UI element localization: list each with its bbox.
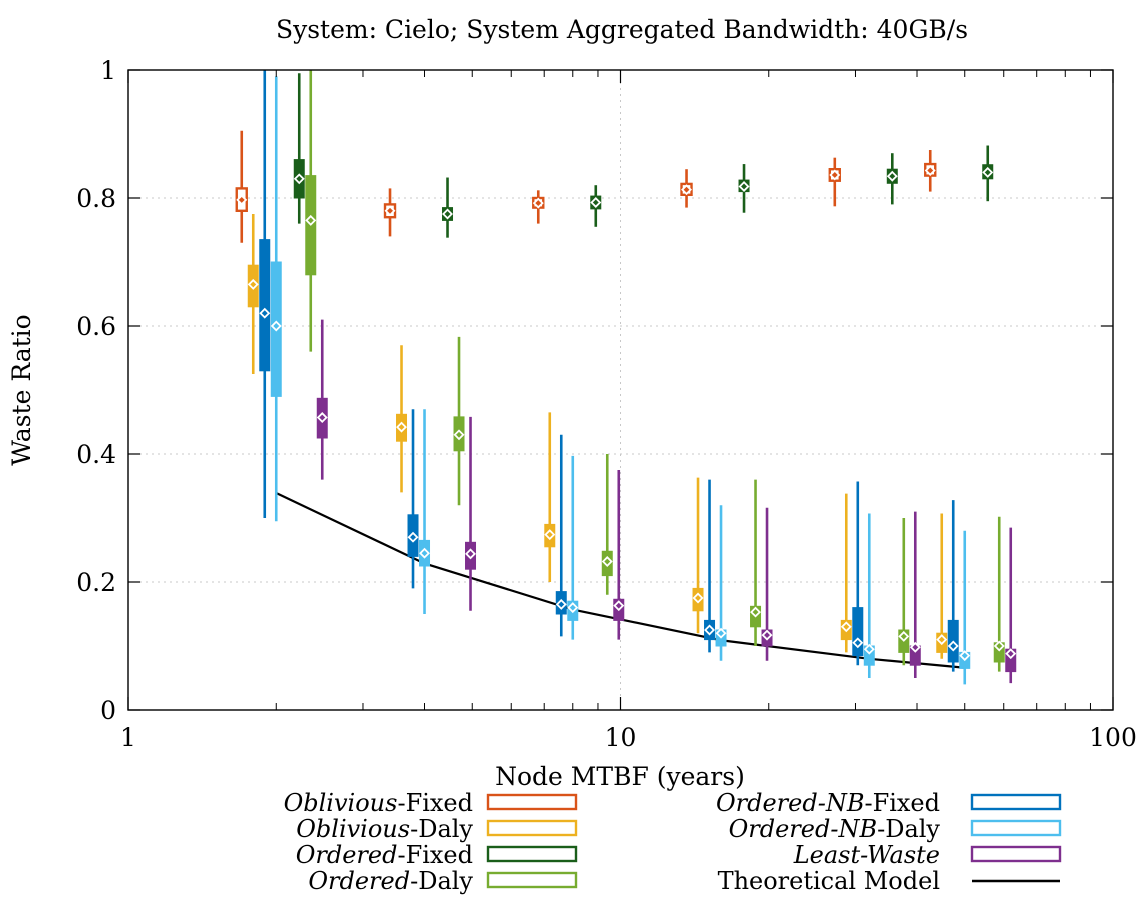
mean-marker <box>924 165 936 176</box>
mean-marker <box>316 412 328 423</box>
legend-label: Oblivious-Fixed <box>284 789 473 817</box>
legend-label-italic: Ordered-NB <box>729 815 878 843</box>
legend-label: Ordered-NB-Daly <box>729 815 941 843</box>
mean-marker <box>704 624 716 636</box>
legend-swatch <box>970 819 1062 837</box>
legend-label-italic: Oblivious <box>296 815 410 843</box>
mean-marker <box>982 166 994 178</box>
mean-marker <box>761 629 773 641</box>
mean-marker <box>840 621 852 633</box>
legend-swatch <box>486 845 578 863</box>
mean-marker <box>567 602 579 614</box>
theoretical-model-layer <box>275 492 965 669</box>
mean-marker <box>692 592 704 604</box>
mean-marker <box>1005 648 1017 660</box>
series-oblivious-daly <box>247 214 948 659</box>
legend-swatch <box>486 793 578 811</box>
legend-swatch <box>486 871 578 889</box>
legend-label-suffix: -Fixed <box>864 789 940 817</box>
mean-marker <box>613 600 625 612</box>
mean-marker <box>259 307 271 319</box>
box <box>852 607 864 657</box>
grid-lines <box>128 70 1113 710</box>
mean-marker <box>681 184 693 196</box>
mean-marker <box>750 606 762 618</box>
mean-marker <box>993 640 1005 652</box>
axis-ticks: 0 0.2 0.4 0.6 0.8 1 1 10 100 <box>76 56 1137 752</box>
series-oblivious-fixed <box>235 130 937 243</box>
y-tick-label: 1 <box>100 56 116 85</box>
mean-marker <box>544 529 556 541</box>
mean-marker <box>601 556 613 567</box>
y-tick-label: 0 <box>100 696 116 725</box>
x-axis-label: Node MTBF (years) <box>495 762 745 791</box>
mean-marker <box>863 643 875 655</box>
mean-marker <box>247 278 259 290</box>
mean-marker <box>305 214 317 226</box>
mean-marker <box>738 181 750 192</box>
legend-swatch <box>486 819 578 837</box>
mean-marker <box>555 598 567 610</box>
mean-marker <box>396 421 407 433</box>
mean-marker <box>886 170 898 182</box>
x-tick-label: 1 <box>120 723 136 752</box>
legend: Oblivious-FixedOblivious-DalyOrdered-Fix… <box>284 789 1062 895</box>
legend-label-suffix: Theoretical Model <box>718 867 940 895</box>
series-ordered-daly <box>305 70 1005 672</box>
legend-label-italic: Ordered <box>308 867 410 895</box>
mean-marker <box>236 194 248 206</box>
legend-label-suffix: -Fixed <box>397 789 473 817</box>
mean-marker <box>442 208 453 220</box>
mean-marker <box>852 637 864 649</box>
legend-label-suffix: -Daly <box>410 867 473 895</box>
legend-label: Ordered-Daly <box>308 867 473 895</box>
mean-marker <box>293 173 305 185</box>
legend-label: Least-Waste <box>793 841 940 869</box>
mean-marker <box>532 197 544 209</box>
series-least-waste <box>316 319 1017 684</box>
mean-marker <box>909 641 921 653</box>
series-ordered-nb-fixed <box>259 70 959 672</box>
mean-marker <box>407 531 419 543</box>
y-tick-label: 0.8 <box>76 184 116 213</box>
legend-label-suffix: -Daly <box>877 815 940 843</box>
mean-marker <box>715 627 727 639</box>
y-tick-label: 0.4 <box>76 440 116 469</box>
series-ordered-nb-daly <box>270 76 971 685</box>
mean-marker <box>829 169 841 181</box>
y-tick-label: 0.2 <box>76 568 116 597</box>
legend-label-suffix: -Daly <box>410 815 473 843</box>
series-ordered-fixed <box>293 73 994 238</box>
mean-marker <box>384 205 396 217</box>
chart-title: System: Cielo; System Aggregated Bandwid… <box>276 15 968 44</box>
legend-label-italic: Oblivious <box>284 789 398 817</box>
mean-marker <box>947 640 959 652</box>
mean-marker <box>453 429 465 441</box>
x-tick-label: 10 <box>605 723 637 752</box>
legend-label: Theoretical Model <box>718 867 940 895</box>
x-tick-label: 100 <box>1089 723 1137 752</box>
legend-label: Oblivious-Daly <box>296 815 473 843</box>
mean-marker <box>936 634 948 646</box>
box <box>259 239 271 372</box>
mean-marker <box>590 197 602 208</box>
y-axis-label: Waste Ratio <box>7 314 36 465</box>
legend-label-italic: Ordered-NB <box>716 789 865 817</box>
theoretical-model-line <box>275 492 965 669</box>
legend-label: Ordered-NB-Fixed <box>716 789 940 817</box>
mean-marker <box>465 548 476 560</box>
box-plot-layer <box>235 70 1017 685</box>
y-tick-label: 0.6 <box>76 312 116 341</box>
legend-label: Ordered-Fixed <box>296 841 473 869</box>
mean-marker <box>270 320 282 332</box>
mean-marker <box>898 630 910 642</box>
legend-swatch <box>970 793 1062 811</box>
legend-swatch <box>970 845 1062 863</box>
mean-marker <box>419 547 430 559</box>
legend-label-italic: Least-Waste <box>793 841 940 869</box>
legend-label-suffix: -Fixed <box>397 841 473 869</box>
legend-label-italic: Ordered <box>296 841 398 869</box>
mean-marker <box>959 650 971 662</box>
